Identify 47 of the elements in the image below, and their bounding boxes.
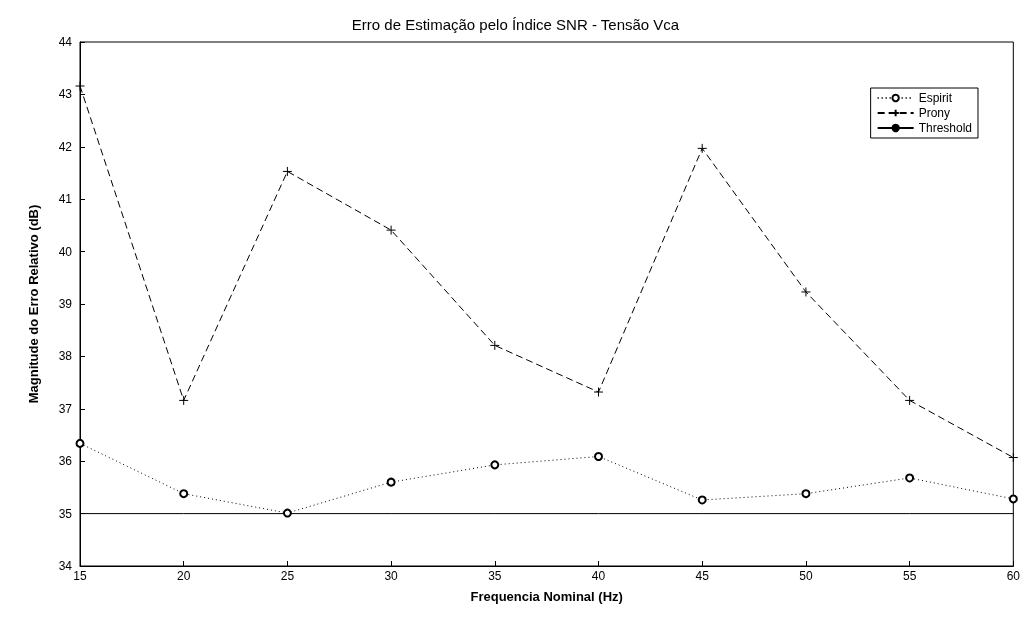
point bbox=[594, 451, 604, 461]
point bbox=[697, 143, 708, 154]
point bbox=[1008, 452, 1019, 463]
x-tick-label: 45 bbox=[695, 569, 710, 583]
x-tick-label: 15 bbox=[73, 569, 87, 583]
point bbox=[904, 395, 915, 406]
point bbox=[179, 489, 189, 499]
point bbox=[75, 438, 85, 448]
y-tick-label: 34 bbox=[58, 559, 73, 573]
y-tick-label: 39 bbox=[58, 297, 73, 311]
point bbox=[697, 495, 707, 505]
point bbox=[386, 477, 396, 487]
y-axis-title: Magnitude do Erro Relativo (dB) bbox=[26, 204, 41, 404]
x-tick-label: 25 bbox=[280, 569, 295, 583]
point bbox=[593, 387, 604, 398]
legend-label: Prony bbox=[918, 106, 950, 120]
x-tick-label: 30 bbox=[384, 569, 399, 583]
point bbox=[905, 473, 915, 483]
x-axis-title: Frequencia Nominal (Hz) bbox=[470, 589, 623, 604]
legend-label: Espirit bbox=[918, 91, 953, 105]
point bbox=[800, 286, 811, 297]
y-tick-label: 41 bbox=[58, 192, 73, 207]
x-tick-label: 35 bbox=[488, 569, 502, 583]
x-tick-label: 55 bbox=[902, 569, 917, 583]
x-tick-label: 40 bbox=[591, 569, 606, 583]
y-tick-label: 44 bbox=[58, 35, 73, 49]
point bbox=[282, 166, 293, 177]
y-tick-label: 43 bbox=[58, 87, 73, 102]
x-tick-label: 60 bbox=[1006, 569, 1021, 583]
point bbox=[490, 460, 500, 470]
x-tick-label: 20 bbox=[177, 569, 191, 583]
point bbox=[75, 81, 85, 92]
y-tick-label: 35 bbox=[58, 506, 73, 521]
point bbox=[178, 395, 189, 406]
y-tick-label: 42 bbox=[58, 139, 73, 154]
y-tick-label: 40 bbox=[58, 244, 73, 259]
x-tick-label: 50 bbox=[799, 569, 813, 583]
y-tick-label: 37 bbox=[58, 401, 73, 416]
point bbox=[386, 225, 397, 236]
legend-label: Threshold bbox=[918, 121, 973, 135]
point bbox=[801, 489, 811, 499]
chart-title: Erro de Estimação pelo Índice SNR - Tensão Vca bbox=[351, 16, 680, 33]
y-tick-label: 36 bbox=[58, 454, 73, 469]
point bbox=[489, 340, 500, 351]
point bbox=[282, 508, 292, 518]
y-tick-label: 38 bbox=[58, 349, 73, 364]
point bbox=[1008, 494, 1018, 504]
